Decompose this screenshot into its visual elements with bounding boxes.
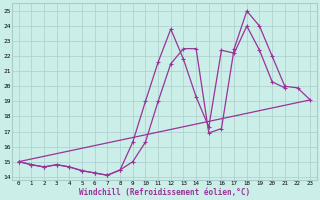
X-axis label: Windchill (Refroidissement éolien,°C): Windchill (Refroidissement éolien,°C): [79, 188, 250, 197]
